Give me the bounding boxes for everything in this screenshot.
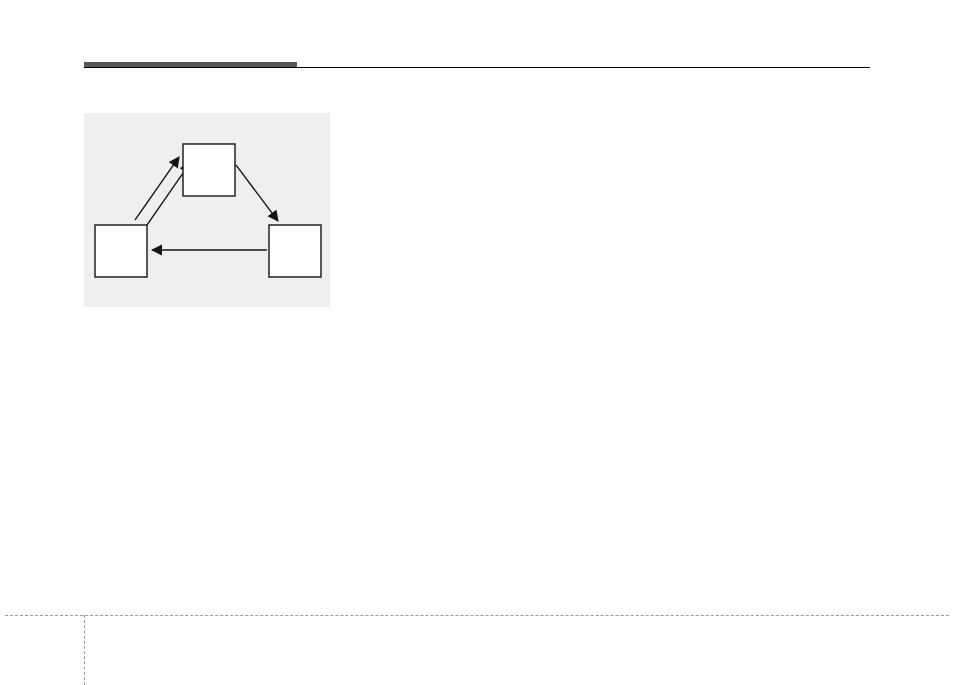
- footer-dashed-horizontal: [5, 615, 949, 616]
- page-content: [84, 62, 870, 70]
- diagram-node-left: [95, 225, 147, 277]
- diagram-panel: [84, 113, 330, 307]
- diagram-node-top: [183, 144, 235, 196]
- header-thin-rule: [84, 67, 870, 68]
- header-rule: [84, 62, 870, 70]
- diagram-svg: [84, 113, 330, 307]
- footer-dashed-vertical: [84, 615, 85, 685]
- diagram-node-right: [269, 225, 321, 277]
- diagram-edge: [236, 165, 278, 221]
